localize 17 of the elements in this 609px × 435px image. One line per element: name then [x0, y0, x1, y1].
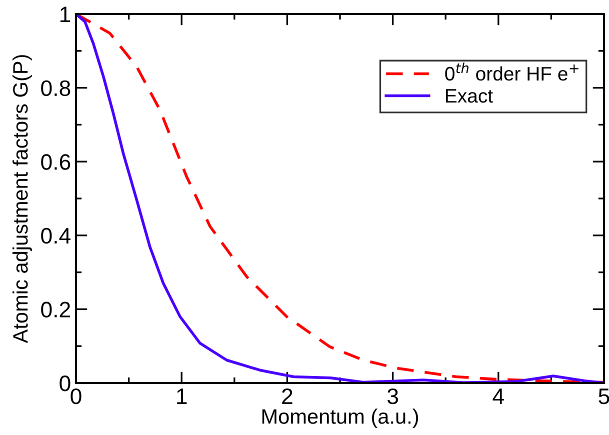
x-tick-label: 3: [387, 388, 398, 404]
x-tick-label: 4: [492, 388, 504, 404]
x-tick-label: 1: [177, 388, 187, 404]
x-tick-label: 0: [70, 388, 82, 404]
y-tick-label: 0.8: [41, 80, 70, 96]
legend-label: Exact: [446, 89, 493, 103]
y-tick-label: 0.4: [41, 228, 70, 244]
y-tick-label: 1: [60, 6, 70, 22]
x-tick-label: 2: [282, 388, 292, 404]
y-axis-title: Atomic adjustment factors G(P): [12, 55, 32, 344]
y-tick-label: 0.2: [41, 302, 70, 318]
line-series: [76, 14, 604, 383]
x-tick-label: 5: [598, 388, 609, 404]
y-tick-label: 0.6: [41, 154, 70, 170]
legend-label: 0$^{th}$ order HF e$^{+}$: [445, 62, 578, 81]
x-axis-title: Momentum (a.u.): [262, 408, 418, 428]
y-tick-label: 0: [60, 376, 70, 392]
